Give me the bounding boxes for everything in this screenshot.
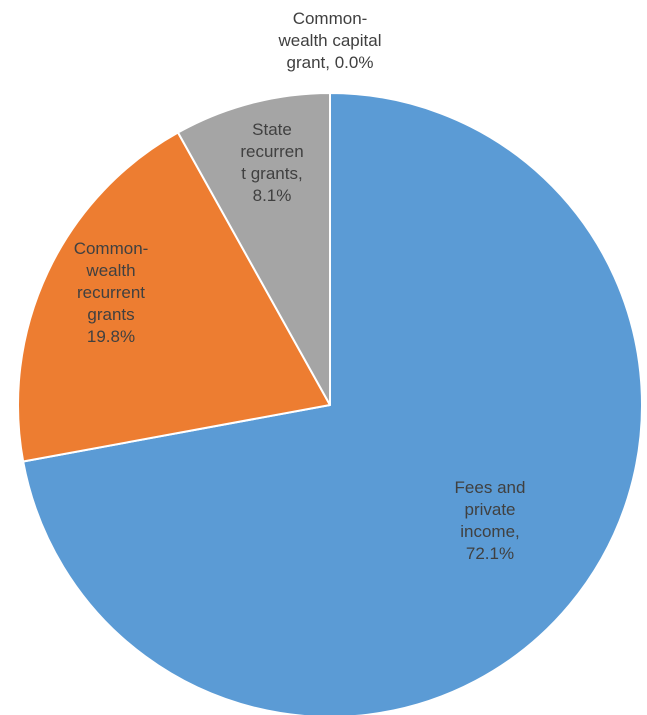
slice-label-line: private: [464, 500, 515, 519]
pie-labels: Fees and private income, 72.1% Common-wealth…: [74, 9, 526, 563]
slice-label-line: recurren: [240, 142, 303, 161]
slice-label-3: Common-wealth capital grant, 0.0%: [277, 9, 381, 72]
slice-label-line: wealth capital: [277, 31, 381, 50]
slice-label-line: wealth: [85, 261, 135, 280]
slice-label-line: Common-: [74, 239, 149, 258]
slice-label-line: 19.8%: [87, 327, 135, 346]
slice-label-line: grant, 0.0%: [287, 53, 374, 72]
slice-label-0: Fees and private income, 72.1%: [455, 478, 526, 563]
slice-label-line: 72.1%: [466, 544, 514, 563]
slice-label-line: State: [252, 120, 292, 139]
pie-slices: [17, 92, 643, 715]
slice-label-2: State recurren t grants, 8.1%: [240, 120, 303, 205]
slice-label-line: t grants,: [241, 164, 302, 183]
pie-slice-0: [22, 92, 643, 715]
slice-label-1: Common-wealth recurrent grants 19.8%: [74, 239, 149, 346]
pie-slice-2: [176, 92, 331, 406]
pie-slice-1: [17, 131, 331, 463]
slice-label-line: recurrent: [77, 283, 145, 302]
slice-label-line: 8.1%: [253, 186, 292, 205]
slice-label-line: Common-: [293, 9, 368, 28]
slice-label-line: grants: [87, 305, 134, 324]
slice-label-line: Fees and: [455, 478, 526, 497]
slice-label-line: income,: [460, 522, 520, 541]
